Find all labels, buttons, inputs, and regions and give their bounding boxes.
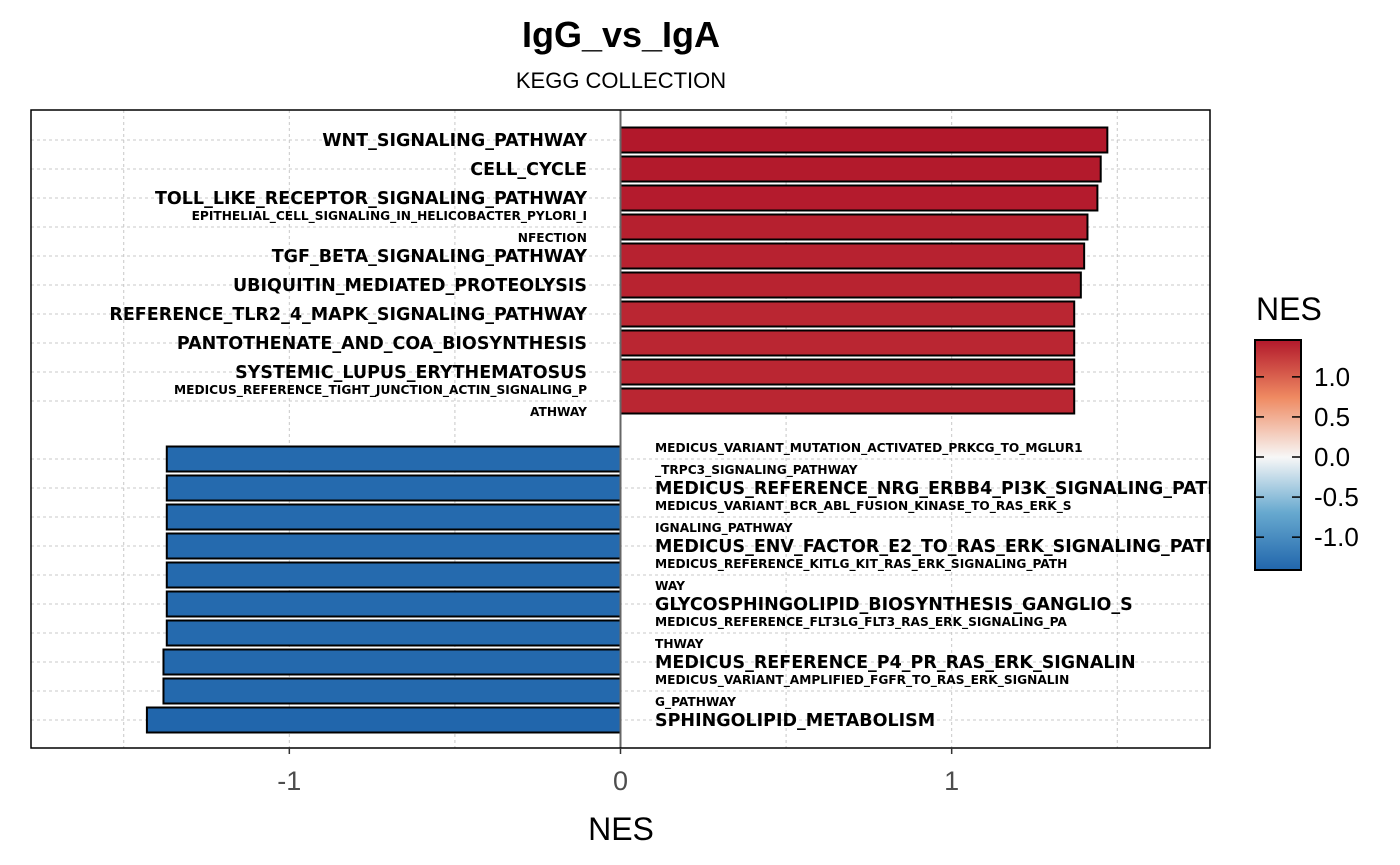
bar-label: SPHINGOLIPID_METABOLISM bbox=[655, 711, 935, 731]
x-tick-label: 0 bbox=[613, 766, 628, 796]
bar bbox=[165, 474, 622, 502]
legend-tick-label: 0.0 bbox=[1314, 442, 1350, 472]
bar bbox=[619, 358, 1076, 386]
bar bbox=[619, 387, 1076, 415]
bar bbox=[619, 300, 1076, 328]
bar bbox=[165, 590, 622, 618]
bar-label: MEDICUS_REFERENCE_KITLG_KIT_RAS_ERK_SIGN… bbox=[655, 557, 1067, 593]
bar-label-line: EPITHELIAL_CELL_SIGNALING_IN_HELICOBACTE… bbox=[192, 209, 587, 224]
bar-label: UBIQUITIN_MEDIATED_PROTEOLYSIS bbox=[233, 276, 587, 296]
bar-label: MEDICUS_REFERENCE_NRG_ERBB4_PI3K_SIGNALI… bbox=[655, 479, 1265, 499]
bar bbox=[619, 126, 1109, 154]
bar-label-line: G_PATHWAY bbox=[655, 695, 736, 710]
bar bbox=[619, 271, 1082, 299]
bar bbox=[619, 155, 1102, 183]
bars bbox=[145, 110, 1109, 748]
bar bbox=[619, 329, 1076, 357]
bar-label-line: WAY bbox=[655, 579, 685, 593]
bar bbox=[162, 677, 622, 705]
bar-label-line: NFECTION bbox=[518, 231, 587, 245]
bar-label-line: _TRPC3_SIGNALING_PATHWAY bbox=[655, 463, 858, 478]
bar bbox=[165, 532, 622, 560]
bar-label: REFERENCE_TLR2_4_MAPK_SIGNALING_PATHWAY bbox=[109, 305, 587, 325]
bar-label: MEDICUS_REFERENCE_TIGHT_JUNCTION_ACTIN_S… bbox=[174, 383, 587, 419]
bar-labels: WNT_SIGNALING_PATHWAY CELL_CYCLE TOLL_LIKE… bbox=[109, 131, 1265, 731]
bar-label-line: MEDICUS_REFERENCE_KITLG_KIT_RAS_ERK_SIGN… bbox=[655, 557, 1067, 572]
bar-label: MEDICUS_ENV_FACTOR_E2_TO_RAS_ERK_SIGNALI… bbox=[655, 537, 1263, 557]
bar bbox=[162, 648, 622, 676]
bar-label-line: MEDICUS_REFERENCE_FLT3LG_FLT3_RAS_ERK_SI… bbox=[655, 615, 1067, 630]
bar-label: TOLL_LIKE_RECEPTOR_SIGNALING_PATHWAY bbox=[155, 189, 587, 209]
x-tick-label: -1 bbox=[277, 766, 301, 796]
bar-label-line: MEDICUS_REFERENCE_TIGHT_JUNCTION_ACTIN_S… bbox=[174, 383, 587, 398]
bar bbox=[619, 184, 1099, 212]
legend-tick-label: -1.0 bbox=[1314, 522, 1359, 552]
bar bbox=[165, 619, 622, 647]
legend-tick-label: 1.0 bbox=[1314, 362, 1350, 392]
bar-label: SYSTEMIC_LUPUS_ERYTHEMATOSUS bbox=[235, 363, 587, 383]
bar-label: CELL_CYCLE bbox=[470, 160, 587, 180]
bar-label: GLYCOSPHINGOLIPID_BIOSYNTHESIS_GANGLIO_S bbox=[655, 595, 1133, 615]
x-axis-label: NES bbox=[588, 811, 654, 847]
bar-label: MEDICUS_VARIANT_AMPLIFIED_FGFR_TO_RAS_ER… bbox=[655, 673, 1069, 710]
legend-tick-label: -0.5 bbox=[1314, 482, 1359, 512]
x-axis: -1 0 1 bbox=[277, 748, 959, 796]
bar-label: MEDICUS_REFERENCE_FLT3LG_FLT3_RAS_ERK_SI… bbox=[655, 615, 1067, 651]
bar bbox=[619, 213, 1089, 241]
bar bbox=[619, 242, 1086, 270]
bar-label: TGF_BETA_SIGNALING_PATHWAY bbox=[272, 247, 588, 267]
bar-label: PANTOTHENATE_AND_COA_BIOSYNTHESIS bbox=[177, 334, 587, 354]
bar-label-line: THWAY bbox=[655, 637, 704, 651]
bar-label-line: MEDICUS_VARIANT_AMPLIFIED_FGFR_TO_RAS_ER… bbox=[655, 673, 1069, 688]
chart-subtitle: KEGG COLLECTION bbox=[516, 68, 726, 93]
legend: NES 1.0 0.5 0.0 -0.5 -1.0 bbox=[1254, 291, 1359, 571]
bar-label: MEDICUS_REFERENCE_P4_PR_RAS_ERK_SIGNALIN bbox=[655, 653, 1136, 673]
chart-title: IgG_vs_IgA bbox=[522, 14, 720, 55]
bar-label: MEDICUS_VARIANT_BCR_ABL_FUSION_KINASE_TO… bbox=[655, 499, 1072, 536]
bar-label: EPITHELIAL_CELL_SIGNALING_IN_HELICOBACTE… bbox=[192, 209, 587, 245]
bar-label-line: MEDICUS_VARIANT_BCR_ABL_FUSION_KINASE_TO… bbox=[655, 499, 1072, 514]
bar bbox=[165, 561, 622, 589]
bar-label-line: IGNALING_PATHWAY bbox=[655, 521, 793, 536]
legend-title: NES bbox=[1256, 291, 1322, 327]
bar-label-line: ATHWAY bbox=[530, 405, 587, 419]
bar bbox=[165, 445, 622, 473]
bar-label: WNT_SIGNALING_PATHWAY bbox=[322, 131, 587, 151]
bar bbox=[165, 503, 622, 531]
bar bbox=[145, 706, 622, 734]
legend-tick-label: 0.5 bbox=[1314, 402, 1350, 432]
bar-label: MEDICUS_VARIANT_MUTATION_ACTIVATED_PRKCG… bbox=[655, 441, 1083, 478]
legend-colorbar bbox=[1254, 339, 1302, 571]
bar-label-line: MEDICUS_VARIANT_MUTATION_ACTIVATED_PRKCG… bbox=[655, 441, 1083, 456]
x-tick-label: 1 bbox=[944, 766, 959, 796]
